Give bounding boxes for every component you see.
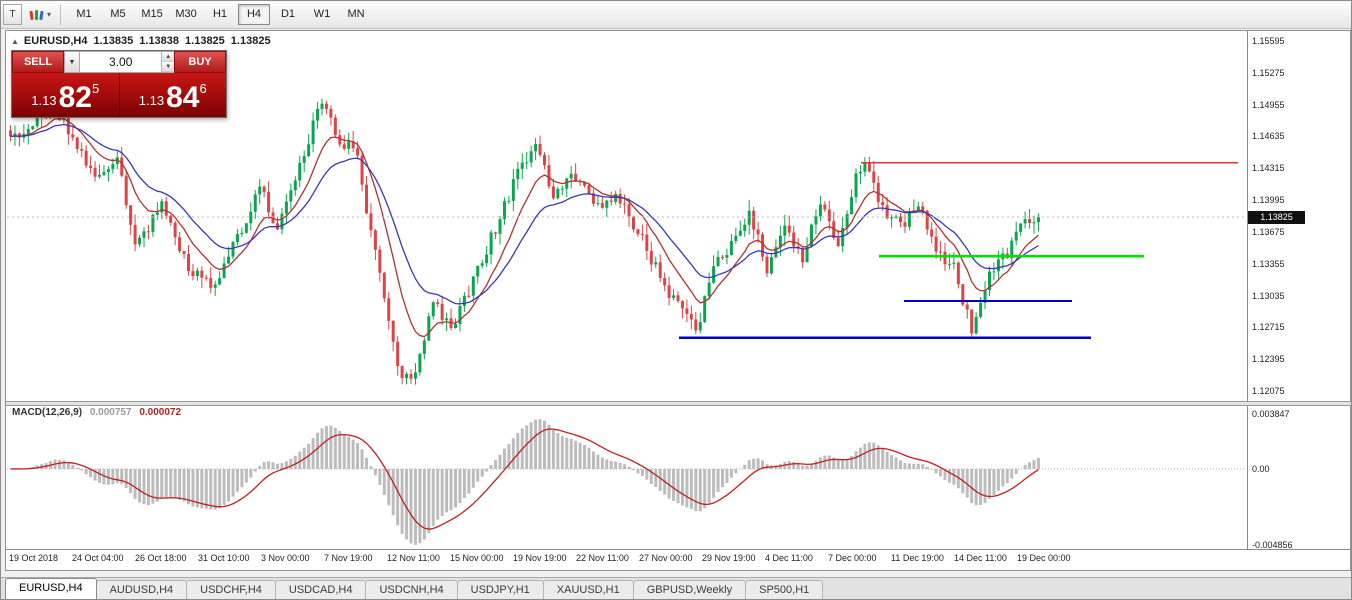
price-axis-label: 1.13035 — [1252, 290, 1285, 301]
time-axis-label: 26 Oct 18:00 — [135, 553, 187, 563]
sell-price-big: 82 — [58, 81, 92, 114]
volume-input[interactable] — [80, 52, 162, 72]
time-axis-label: 31 Oct 10:00 — [198, 553, 250, 563]
volume-stepper: ▲ ▼ — [161, 52, 174, 72]
chart-tab-gbpusd-weekly[interactable]: GBPUSD,Weekly — [632, 580, 747, 599]
sell-price-prefix: 1.13 — [31, 93, 57, 108]
text-tool-button[interactable]: T — [3, 4, 22, 25]
tf-button-h4[interactable]: H4 — [238, 4, 271, 25]
time-axis-label: 19 Dec 00:00 — [1017, 553, 1071, 563]
time-axis-label: 24 Oct 04:00 — [72, 553, 124, 563]
collapse-trade-panel-icon[interactable]: ▲ — [11, 36, 19, 46]
ma-slow-blue — [10, 123, 1039, 305]
macd-value-signal: 0.000072 — [139, 407, 182, 418]
price-axis-label: 1.13995 — [1252, 195, 1285, 206]
ohlc-open: 1.13835 — [93, 35, 134, 47]
price-axis-label: 1.13675 — [1252, 226, 1285, 237]
time-axis-label: 27 Nov 00:00 — [639, 553, 693, 563]
chart-tab-sp500-h1[interactable]: SP500,H1 — [745, 580, 824, 599]
price-axis-border — [1247, 31, 1248, 549]
price-chart[interactable] — [6, 31, 1247, 401]
tf-button-m1[interactable]: M1 — [76, 8, 92, 20]
macd-axis-label: 0.003847 — [1252, 409, 1290, 419]
current-price-tag: 1.13825 — [1248, 210, 1305, 224]
ohlc-low: 1.13825 — [185, 35, 225, 47]
price-axis-label: 1.14315 — [1252, 163, 1285, 174]
time-axis-label: 4 Dec 11:00 — [765, 553, 813, 563]
sell-button[interactable]: SELL — [12, 51, 64, 73]
time-axis-label: 7 Nov 19:00 — [324, 553, 373, 563]
tf-button-w1[interactable]: W1 — [313, 8, 331, 20]
time-axis-label: 14 Dec 11:00 — [954, 553, 1007, 563]
macd-signal-line — [10, 428, 1039, 530]
buy-price-big: 84 — [166, 81, 200, 114]
time-axis-label: 19 Nov 19:00 — [513, 553, 567, 563]
ma-fast-red — [10, 118, 1039, 338]
time-axis-label: 19 Oct 2018 — [9, 553, 59, 563]
toolbar-separator — [60, 4, 62, 25]
time-axis-label: 11 Dec 19:00 — [891, 553, 944, 563]
chevron-down-icon: ▾ — [47, 10, 52, 19]
macd-label: MACD(12,26,9) 0.000757 0.000072 — [12, 407, 181, 418]
buy-price-prefix: 1.13 — [138, 93, 165, 108]
sell-price-sup: 5 — [91, 81, 100, 96]
price-axis-label: 1.13355 — [1252, 258, 1285, 269]
chart-header: ▲ EURUSD,H4 1.13835 1.13838 1.13825 1.13… — [11, 35, 277, 47]
price-axis-label: 1.15275 — [1252, 67, 1285, 78]
volume-dropdown-button[interactable]: ▼ — [64, 51, 80, 73]
chart-tab-usdjpy-h1[interactable]: USDJPY,H1 — [456, 580, 544, 599]
price-axis-label: 1.14955 — [1252, 99, 1285, 110]
price-axis-label: 1.12715 — [1252, 322, 1285, 333]
volume-up-button[interactable]: ▲ — [162, 52, 174, 62]
time-axis-label: 3 Nov 00:00 — [261, 553, 310, 563]
tf-button-d1[interactable]: D1 — [280, 8, 296, 20]
chart-tab-usdchf-h4[interactable]: USDCHF,H4 — [186, 580, 276, 599]
tf-button-m15[interactable]: M15 — [141, 8, 163, 20]
timeframe-toolbar: M1 M5 M15 M30 H1 H4 D1 W1 MN — [67, 4, 373, 25]
chart-tab-xauusd-h1[interactable]: XAUUSD,H1 — [542, 580, 634, 599]
buy-price-sup: 6 — [199, 81, 207, 96]
price-axis-label: 1.14635 — [1252, 131, 1285, 142]
macd-axis-label: -0.004856 — [1252, 540, 1293, 550]
time-axis-label: 7 Dec 00:00 — [828, 553, 877, 563]
macd-axis-label: 0.00 — [1252, 464, 1270, 474]
chart-tab-usdcad-h4[interactable]: USDCAD,H4 — [274, 580, 367, 599]
top-toolbar: T ▾ M1 M5 M15 M30 H1 H4 D1 W1 MN — [1, 1, 1351, 29]
crayons-icon — [29, 9, 44, 20]
macd-chart[interactable] — [6, 404, 1247, 549]
price-axis-label: 1.12395 — [1252, 354, 1285, 365]
sell-price-display[interactable]: 1.13 82 5 — [12, 73, 119, 117]
ohlc-close: 1.13825 — [230, 35, 271, 47]
chart-tab-audusd-h4[interactable]: AUDUSD,H4 — [95, 580, 188, 599]
price-axis-label: 1.12075 — [1252, 385, 1285, 396]
macd-name: MACD(12,26,9) — [12, 407, 83, 418]
one-click-trading-panel: SELL ▼ ▲ ▼ BUY 1.13 82 5 1.13 84 6 — [11, 50, 227, 118]
chart-tab-usdcnh-h4[interactable]: USDCNH,H4 — [365, 580, 458, 599]
colors-icon[interactable]: ▾ — [26, 5, 54, 25]
tf-button-mn[interactable]: MN — [347, 8, 365, 20]
time-axis-label: 29 Nov 19:00 — [702, 553, 756, 563]
time-axis-label: 15 Nov 00:00 — [450, 553, 504, 563]
time-axis-label: 12 Nov 11:00 — [387, 553, 440, 563]
macd-value-main: 0.000757 — [89, 407, 132, 418]
volume-down-button[interactable]: ▼ — [162, 62, 174, 72]
buy-button[interactable]: BUY — [174, 51, 226, 73]
time-axis-label: 22 Nov 11:00 — [576, 553, 629, 563]
time-axis-border — [6, 549, 1351, 550]
candles — [9, 96, 1040, 385]
tf-button-m5[interactable]: M5 — [110, 8, 126, 20]
price-axis-label: 1.15595 — [1252, 35, 1285, 46]
buy-price-display[interactable]: 1.13 84 6 — [118, 73, 227, 117]
volume-field-wrap: ▲ ▼ — [80, 51, 174, 73]
chart-symbol-label: EURUSD,H4 — [23, 35, 88, 47]
macd-histogram — [13, 419, 1040, 545]
chart-tab-eurusd-h4[interactable]: EURUSD,H4 — [5, 578, 97, 599]
tf-button-h1[interactable]: H1 — [212, 8, 228, 20]
tf-button-m30[interactable]: M30 — [175, 8, 197, 20]
chart-tab-bar: EURUSD,H4 AUDUSD,H4 USDCHF,H4 USDCAD,H4 USDC… — [1, 577, 1351, 599]
pane-splitter[interactable] — [6, 401, 1351, 406]
ohlc-high: 1.13838 — [139, 35, 180, 47]
